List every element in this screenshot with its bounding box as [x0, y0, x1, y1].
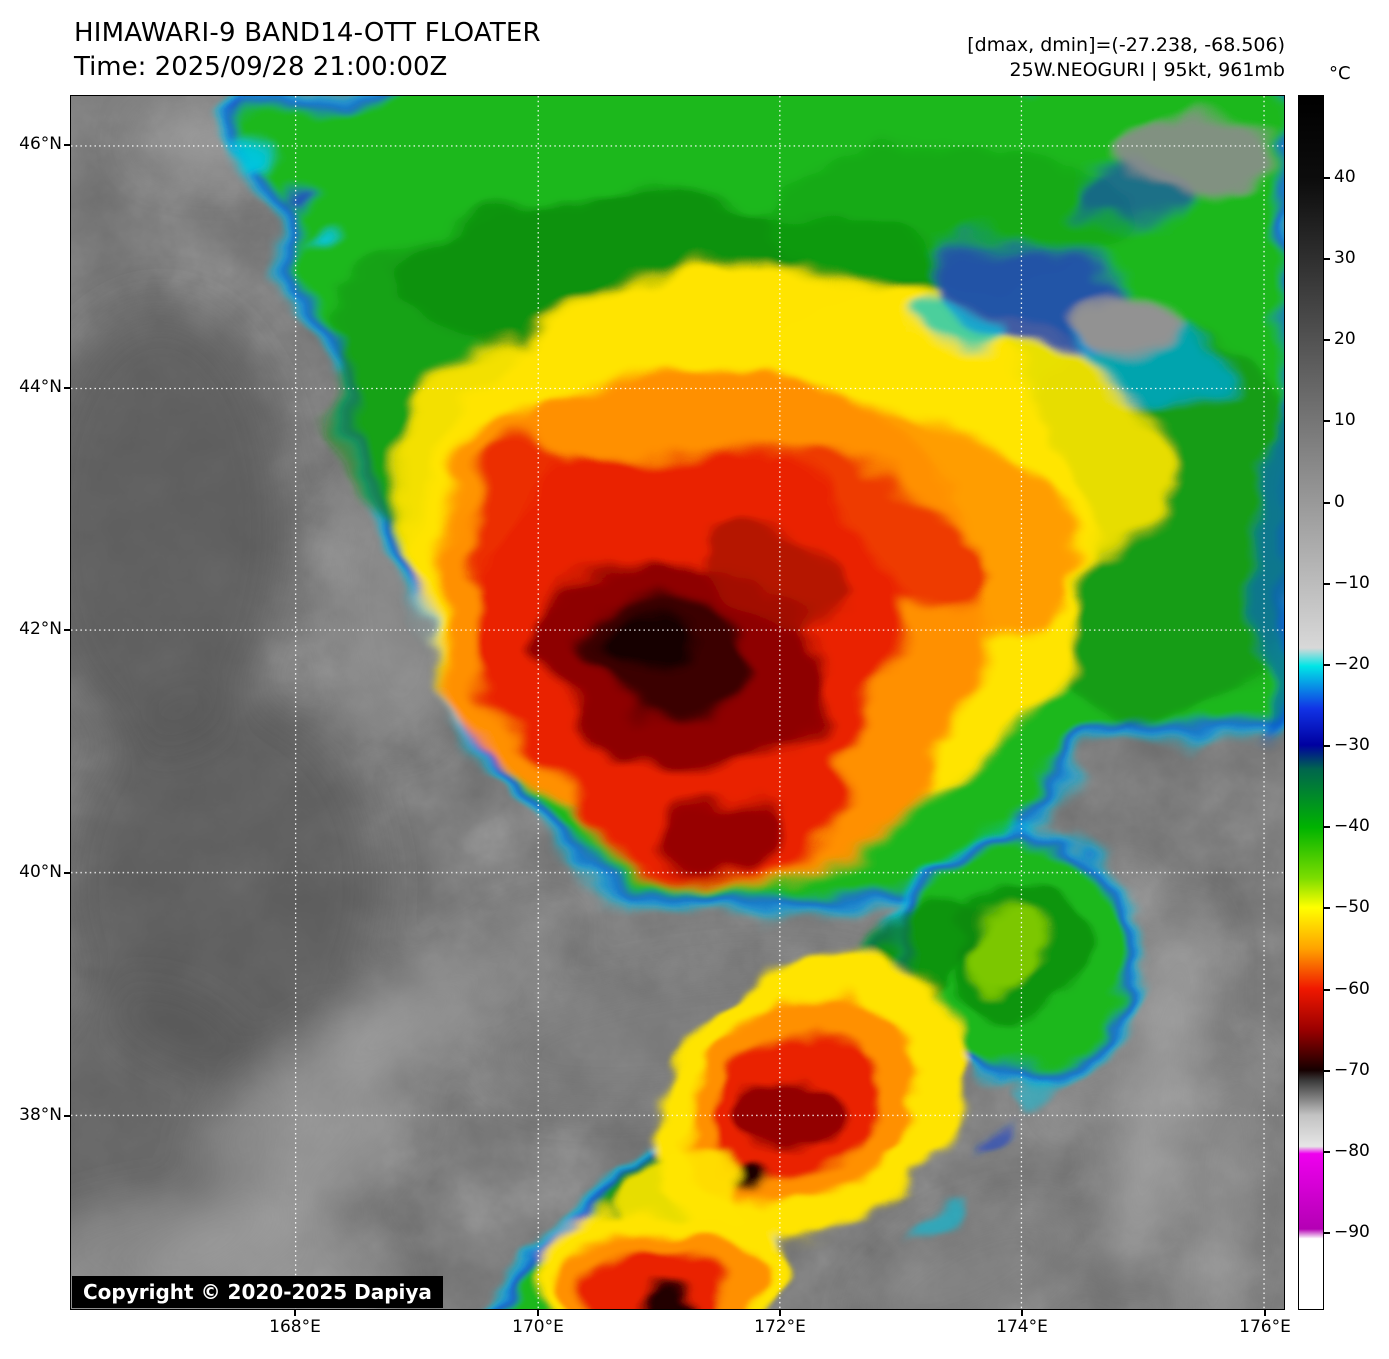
- colorbar-tick-mark: [1324, 826, 1330, 829]
- colorbar: [1298, 95, 1324, 1310]
- colorbar-tick-label: −70: [1334, 1059, 1370, 1080]
- colorbar-tick-mark: [1324, 582, 1330, 585]
- colorbar-tick-label: 20: [1334, 329, 1356, 350]
- map-frame: Copyright © 2020-2025 Dapiya: [70, 95, 1285, 1310]
- lon-tick-label: 172°E: [754, 1317, 806, 1337]
- colorbar-tick-label: 30: [1334, 248, 1356, 269]
- colorbar-tick-mark: [1324, 988, 1330, 991]
- product-time: Time: 2025/09/28 21:00:00Z: [74, 52, 448, 82]
- lon-tick-label: 174°E: [996, 1317, 1048, 1337]
- colorbar-tick-mark: [1324, 1069, 1330, 1072]
- gridlines: [71, 96, 1284, 1309]
- lon-tick-label: 176°E: [1239, 1317, 1291, 1337]
- lon-tick-mark: [1264, 1310, 1266, 1316]
- dmax-dmin-readout: [dmax, dmin]=(-27.238, -68.506): [967, 34, 1285, 56]
- lat-tick-label: 46°N: [19, 134, 62, 154]
- colorbar-tick-mark: [1324, 663, 1330, 666]
- copyright-label: Copyright © 2020-2025 Dapiya: [72, 1276, 443, 1308]
- colorbar-tick-label: 0: [1334, 491, 1345, 512]
- colorbar-tick-mark: [1324, 1231, 1330, 1234]
- colorbar-tick-mark: [1324, 1150, 1330, 1153]
- lat-tick-label: 44°N: [19, 377, 62, 397]
- colorbar-tick-label: −10: [1334, 572, 1370, 593]
- colorbar-tick-mark: [1324, 258, 1330, 261]
- lon-tick-mark: [294, 1310, 296, 1316]
- storm-southern-band: [477, 826, 1148, 1309]
- colorbar-tick-mark: [1324, 339, 1330, 342]
- colorbar-tick-label: −90: [1334, 1221, 1370, 1242]
- colorbar-tick-mark: [1324, 745, 1330, 748]
- colorbar-tick-label: 10: [1334, 410, 1356, 431]
- storm-info: 25W.NEOGURI | 95kt, 961mb: [1009, 59, 1285, 81]
- lat-tick-label: 42°N: [19, 619, 62, 639]
- satellite-image: [71, 96, 1284, 1309]
- colorbar-tick-label: −80: [1334, 1140, 1370, 1161]
- colorbar-tick-label: −20: [1334, 653, 1370, 674]
- colorbar-tick-label: −60: [1334, 978, 1370, 999]
- lon-tick-label: 168°E: [269, 1317, 321, 1337]
- colorbar-tick-mark: [1324, 907, 1330, 910]
- lon-tick-mark: [537, 1310, 539, 1316]
- colorbar-tick-mark: [1324, 501, 1330, 504]
- lat-tick-label: 38°N: [19, 1105, 62, 1125]
- colorbar-tick-label: −30: [1334, 735, 1370, 756]
- colorbar-tick-mark: [1324, 177, 1330, 179]
- colorbar-tick-label: −50: [1334, 897, 1370, 918]
- product-title: HIMAWARI-9 BAND14-OTT FLOATER: [74, 18, 541, 48]
- lat-tick-label: 40°N: [19, 862, 62, 882]
- colorbar-unit: °C: [1329, 63, 1351, 84]
- lon-tick-mark: [1021, 1310, 1023, 1316]
- lon-tick-mark: [779, 1310, 781, 1316]
- colorbar-tick-label: −40: [1334, 816, 1370, 837]
- colorbar-tick-label: 40: [1334, 167, 1356, 187]
- lon-tick-label: 170°E: [512, 1317, 564, 1337]
- colorbar-tick-mark: [1324, 420, 1330, 423]
